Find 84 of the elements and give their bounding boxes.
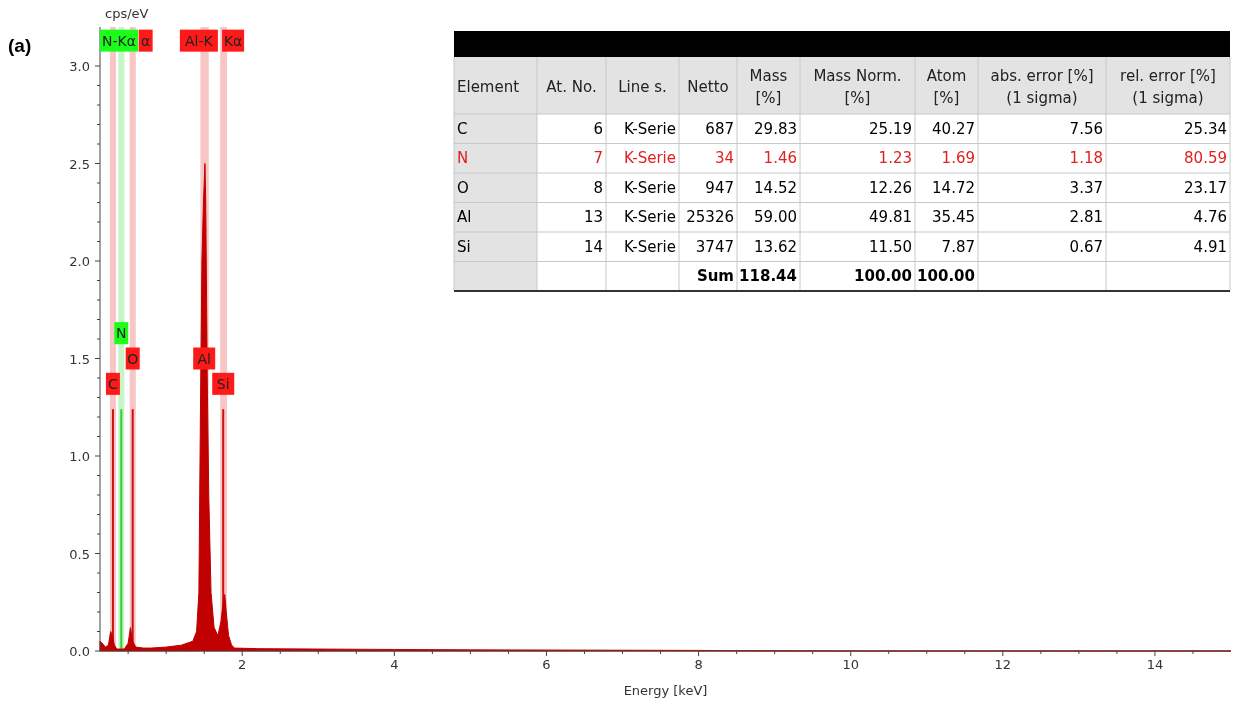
category-label: Element [457,77,520,96]
text: 4.91 [1193,237,1227,256]
x-tick-label: 8 [694,657,703,672]
y-tick-label: 1.5 [69,351,90,367]
text: Al [457,208,472,227]
x-tick-label: 6 [542,657,551,672]
text: 1.23 [878,149,912,168]
text: 100.00 [917,267,975,286]
text: 7.56 [1069,119,1103,138]
text: 7.87 [941,237,975,256]
text: 25.34 [1184,119,1227,138]
text: 8 [593,178,603,197]
text: K-Serie [624,237,676,256]
text: 4.76 [1193,208,1227,227]
text: K-Serie [624,178,676,197]
category-label: Line s. [618,77,667,96]
text: 14.72 [932,178,975,197]
y-tick-label: 0.0 [69,644,90,659]
text: 23.17 [1184,178,1227,197]
text: 118.44 [739,267,797,286]
category-label: Mass Norm. [%] [813,66,902,107]
text: 3747 [695,237,734,256]
text: N [457,149,469,168]
text: 1.69 [941,149,975,168]
text: K-Serie [624,119,676,138]
text: K-Serie [624,208,676,227]
text: O [457,178,469,197]
text: 6 [593,119,603,138]
text: 687 [705,119,734,138]
text: 13 [583,208,603,227]
annotation: Al-K [185,32,214,49]
x-tick-label: 10 [842,657,859,672]
text: 13.62 [754,237,797,256]
x-tick-label: 12 [994,657,1012,672]
text: 1.18 [1069,149,1103,168]
category-label: Atom [%] [926,66,967,107]
x-tick-label: 2 [238,657,247,672]
x-tick-label: 4 [390,657,399,672]
text: 49.81 [869,208,912,227]
category-label: abs. error [%] (1 sigma) [990,66,1094,107]
text: K-Serie [624,149,676,168]
text: 25.19 [869,119,912,138]
annotation: N-Kα [102,32,136,49]
y-tick-label: 2.5 [69,156,90,172]
y-tick-label: 2.0 [69,254,90,269]
text: 29.83 [754,119,797,138]
category-label: At. No. [546,77,597,96]
category-label: Netto [687,77,729,96]
text: 3.37 [1069,178,1103,197]
text: (a) [8,35,32,56]
text: 2.81 [1069,208,1103,227]
annotation: α [141,32,151,49]
text: 947 [705,178,734,197]
y-tick-label: 0.5 [69,546,90,562]
text: 7 [593,149,603,168]
text: C [457,119,468,138]
annotation: C [108,375,119,392]
x-tick-label: 14 [1146,657,1164,672]
annotation: Si [216,375,230,392]
category-label: rel. error [%] (1 sigma) [1120,66,1216,107]
annotation: Al [197,350,211,367]
text: 25326 [686,208,734,227]
x-axis-title: Energy [keV] [623,683,708,698]
text: 11.50 [869,237,912,256]
annotation: O [127,350,139,367]
category-label: Mass [%] [749,66,788,107]
text: 1.46 [763,149,797,168]
text: 40.27 [932,119,975,138]
y-axis-title: cps/eV [105,6,149,21]
text: 80.59 [1184,149,1227,168]
y-tick-label: 3.0 [69,59,90,74]
text: 14 [583,237,603,256]
text: Sum [696,267,734,286]
text: 12.26 [869,178,912,197]
annotation: N [116,325,127,342]
text: 14.52 [754,178,797,197]
text: 100.00 [854,267,912,286]
y-tick-label: 1.0 [69,449,90,464]
text: 59.00 [754,208,797,227]
text: 35.45 [932,208,975,227]
annotation: Kα [223,32,243,49]
text: Si [457,237,471,256]
text: 34 [714,149,734,168]
text: 0.67 [1069,237,1103,256]
